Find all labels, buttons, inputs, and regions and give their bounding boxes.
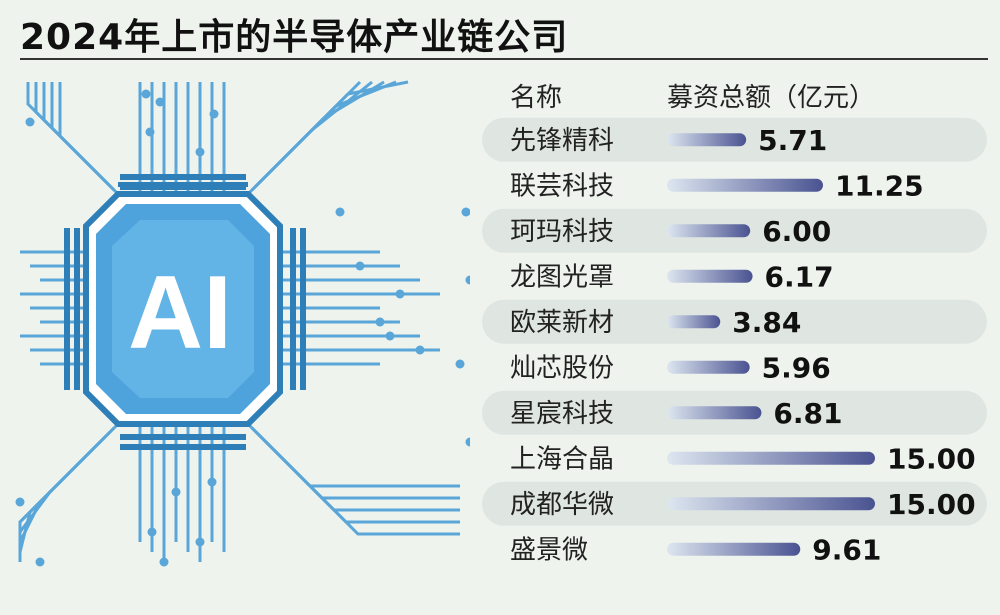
circuit-node <box>35 557 45 567</box>
circuit-node <box>15 497 25 507</box>
circuit-node <box>209 109 219 119</box>
chip-pin <box>120 434 246 440</box>
circuit-node <box>195 537 205 547</box>
category-label: 珂玛科技 <box>510 217 614 247</box>
bar <box>667 360 750 374</box>
circuit-trace <box>34 82 108 184</box>
chip-pin <box>64 228 70 390</box>
circuit-node <box>141 89 151 99</box>
circuit-node <box>335 207 345 217</box>
circuit-node <box>207 477 217 487</box>
circuit-trace <box>258 80 397 184</box>
circuit-node <box>395 289 405 299</box>
category-label: 星宸科技 <box>510 399 614 429</box>
circuit-node <box>145 127 155 137</box>
bar <box>667 542 801 556</box>
chip-pins <box>64 174 306 450</box>
circuit-node <box>147 527 157 537</box>
value-label: 9.61 <box>812 533 881 566</box>
circuit-trace <box>18 438 104 562</box>
circuit-trace <box>58 82 120 196</box>
chip-label: AI <box>128 255 232 371</box>
category-label: 龙图光罩 <box>510 262 614 292</box>
chip-pin <box>300 228 306 390</box>
bar-rows: 先锋精科 5.71 联芸科技 11.25 珂玛科技 6.00 龙图光罩 6.17 欧莱新材 3.8… <box>482 117 987 566</box>
value-label: 5.71 <box>758 124 827 157</box>
category-label: 灿芯股份 <box>510 353 614 383</box>
bar <box>667 315 721 329</box>
circuit-trace <box>262 80 409 180</box>
chip-pin <box>120 184 246 190</box>
column-header-value: 募资总额（亿元） <box>667 83 875 113</box>
circuit-node <box>355 261 365 271</box>
circuit-node <box>465 275 470 285</box>
bar <box>667 269 753 283</box>
chip-core <box>112 220 254 398</box>
ai-chip-circuit-icon: AI <box>15 80 470 567</box>
circuit-node <box>171 487 181 497</box>
category-label: 成都华微 <box>510 490 614 520</box>
circuit-node <box>455 359 465 369</box>
value-label: 6.17 <box>765 260 834 293</box>
row-band <box>482 299 987 344</box>
circuit-trace <box>262 438 460 536</box>
circuit-node <box>461 207 470 217</box>
circuit-trace <box>42 82 112 188</box>
column-header-name: 名称 <box>510 83 562 113</box>
bar <box>667 178 823 192</box>
circuit-node <box>25 117 35 127</box>
circuit-node <box>195 147 205 157</box>
title-divider <box>20 58 988 60</box>
circuit-node <box>159 557 169 567</box>
value-label: 5.96 <box>762 351 831 384</box>
value-label: 6.00 <box>762 215 831 248</box>
circuit-node <box>155 97 165 107</box>
value-label: 3.84 <box>732 306 801 339</box>
value-label: 15.00 <box>887 442 976 475</box>
circuit-node <box>375 317 385 327</box>
category-label: 先锋精科 <box>510 126 614 156</box>
chip-pin <box>74 228 80 390</box>
value-label: 15.00 <box>887 488 976 521</box>
chip-pin <box>120 174 246 180</box>
bar-chart: 名称 募资总额（亿元） 先锋精科 5.71 联芸科技 11.25 珂玛科技 6.00 龙图光… <box>482 83 987 566</box>
circuit-node <box>385 331 395 341</box>
circuit-node <box>415 345 425 355</box>
circuit-trace <box>18 434 108 553</box>
circuit-trace <box>18 430 112 543</box>
circuit-node <box>465 437 470 447</box>
chip-pin <box>120 444 246 450</box>
chip-pin <box>290 228 296 390</box>
page-title: 2024年上市的半导体产业链公司 <box>20 17 569 58</box>
circuit-trace <box>254 80 385 188</box>
value-label: 11.25 <box>835 169 924 202</box>
category-label: 盛景微 <box>510 535 588 565</box>
bar <box>667 406 762 420</box>
category-label: 联芸科技 <box>510 171 614 201</box>
bar <box>667 133 747 147</box>
category-label: 上海合晶 <box>510 444 614 474</box>
value-label: 6.81 <box>773 397 842 430</box>
category-label: 欧莱新材 <box>510 308 614 338</box>
bar <box>667 497 875 511</box>
bar <box>667 451 875 465</box>
circuit-trace <box>26 82 104 180</box>
bar <box>667 224 751 238</box>
